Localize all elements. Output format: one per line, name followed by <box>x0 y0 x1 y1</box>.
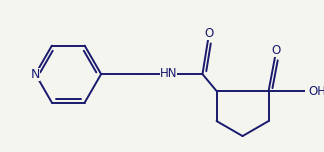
Text: N: N <box>31 68 40 81</box>
Text: OH: OH <box>308 85 324 98</box>
Text: O: O <box>204 27 214 40</box>
Text: O: O <box>272 44 281 57</box>
Text: HN: HN <box>160 67 178 80</box>
